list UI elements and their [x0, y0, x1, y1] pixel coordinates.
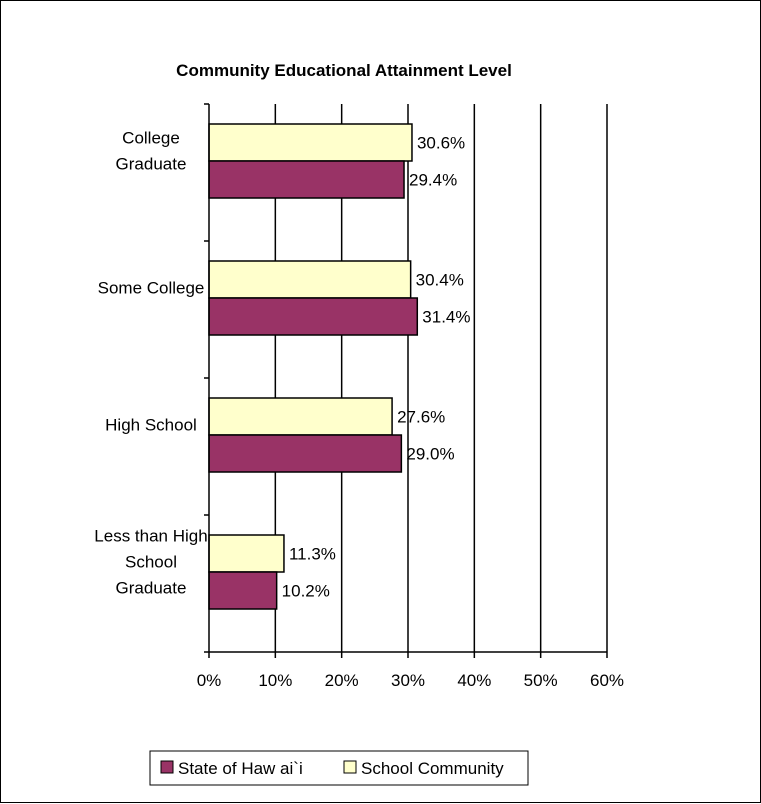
x-tick-label: 50%: [524, 671, 558, 690]
category-label-line: High School: [105, 416, 197, 435]
data-label: 30.6%: [417, 134, 465, 153]
legend-swatch: [343, 760, 357, 774]
x-tick-label: 30%: [391, 671, 425, 690]
x-tick-label: 40%: [457, 671, 491, 690]
legend: State of Haw ai`i School Community: [149, 750, 529, 786]
labels: 30.6% 29.4% 30.4% 31.4% 27.6% 29.0% 11.3% 10.2%…: [94, 129, 624, 691]
bar-school: [208, 260, 412, 299]
category-label-line: Some College: [98, 279, 205, 298]
bar-school: [208, 397, 393, 436]
chart-title: Community Educational Attainment Level: [176, 61, 512, 80]
category-label: High School: [105, 416, 197, 435]
bars: [208, 123, 419, 610]
category-label: Some College: [98, 279, 205, 298]
category-label-line: Graduate: [116, 579, 187, 598]
data-label: 30.4%: [416, 271, 464, 290]
category-label-line: College: [122, 129, 180, 148]
legend-label: State of Haw ai`i: [178, 759, 303, 778]
data-label: 29.4%: [409, 171, 457, 190]
category-label: Less than High School Graduate: [94, 527, 207, 598]
bar-state: [208, 160, 405, 199]
bar-school: [208, 534, 285, 573]
bar-state: [208, 571, 278, 610]
data-label: 29.0%: [406, 445, 454, 464]
bar-school: [208, 123, 413, 162]
axes: [204, 103, 608, 658]
x-tick-label: 20%: [325, 671, 359, 690]
x-tick-label: 60%: [590, 671, 624, 690]
legend-swatch: [160, 760, 174, 774]
x-tick-label: 10%: [258, 671, 292, 690]
data-label: 31.4%: [422, 308, 470, 327]
x-tick-label: 0%: [197, 671, 222, 690]
bar-state: [208, 297, 419, 336]
legend-label: School Community: [361, 759, 504, 778]
data-label: 27.6%: [397, 408, 445, 427]
category-label: College Graduate: [116, 129, 187, 174]
data-label: 10.2%: [282, 582, 330, 601]
category-label-line: Less than High: [94, 527, 207, 546]
legend-box: [149, 750, 529, 786]
bar-state: [208, 434, 403, 473]
category-label-line: Graduate: [116, 155, 187, 174]
category-label-line: School: [125, 553, 177, 572]
data-label: 11.3%: [289, 545, 336, 564]
